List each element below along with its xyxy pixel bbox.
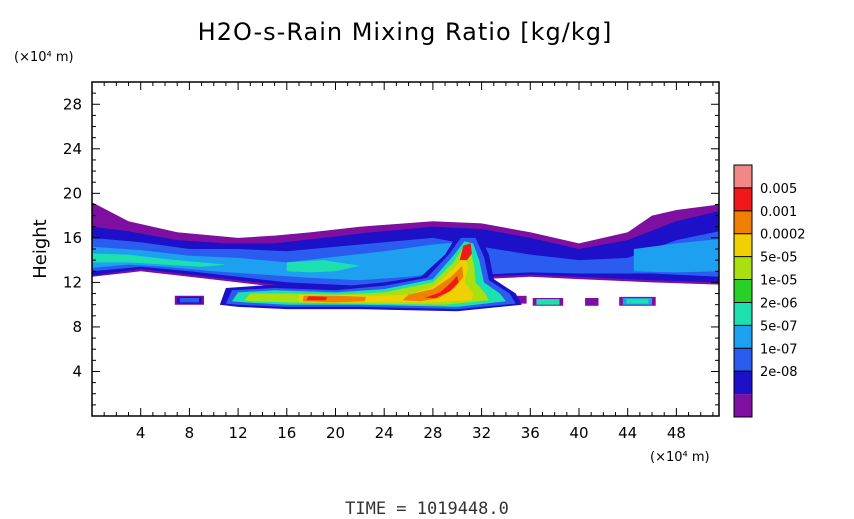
x-unit-label: (×10⁴ m)	[650, 450, 710, 465]
y-tick-label: 20	[63, 184, 82, 202]
contour-region	[286, 260, 360, 273]
x-tick-label: 12	[229, 424, 248, 442]
colorbar-label: 0.005	[760, 182, 797, 197]
colorbar-swatch	[734, 394, 752, 417]
contour-region	[306, 296, 327, 301]
colorbar: 0.005 0.001 0.0002 5e-05 1e-05 2e-06 5e-07 1e-0…	[733, 164, 806, 418]
x-tick-label: 44	[618, 424, 637, 442]
colorbar-swatch	[734, 210, 752, 234]
contour-region	[424, 275, 459, 298]
x-tick-label: 32	[472, 424, 491, 442]
y-tick-label: 8	[72, 318, 82, 336]
chart-title: H2O-s-Rain Mixing Ratio [kg/kg]	[198, 18, 613, 46]
colorbar-label: 0.001	[760, 205, 797, 220]
x-tick-label: 24	[375, 424, 394, 442]
colorbar-label: 1e-05	[760, 274, 798, 289]
colorbar-frame	[733, 164, 753, 418]
colorbar-swatch	[734, 187, 752, 211]
contour-region	[179, 298, 200, 303]
colorbar-label: 0.0002	[760, 228, 806, 243]
colorbar-swatch	[734, 233, 752, 257]
y-axis-label: Height	[30, 219, 51, 279]
colorbar-label: 5e-07	[760, 319, 798, 334]
contour-fill	[92, 202, 719, 312]
x-tick-label: 28	[423, 424, 442, 442]
time-label: TIME = 1019448.0	[345, 499, 509, 519]
y-tick-label: 4	[72, 362, 82, 380]
y-tick-label: 16	[63, 229, 82, 247]
x-tick-label: 16	[277, 424, 296, 442]
contour-region	[459, 243, 472, 261]
contour-region	[92, 241, 482, 281]
colorbar-swatch	[734, 165, 752, 188]
x-tick-label: 36	[521, 424, 540, 442]
colorbar-label: 5e-05	[760, 251, 798, 266]
x-tick-label: 40	[569, 424, 588, 442]
contour-region	[536, 299, 560, 305]
colorbar-label: 1e-07	[760, 342, 798, 357]
y-tick-label: 12	[63, 273, 82, 291]
contour-region	[585, 298, 599, 306]
x-axis: 4 8 12 16 20 24 28 32 36 40 44 48	[103, 82, 714, 442]
y-tick-label: 24	[63, 140, 82, 158]
colorbar-swatch	[734, 371, 752, 395]
colorbar-label: 2e-06	[760, 296, 798, 311]
y-tick-label: 28	[63, 95, 82, 113]
colorbar-label: 2e-08	[760, 365, 798, 380]
contour-region	[92, 253, 226, 267]
colorbar-swatch	[734, 302, 752, 326]
y-unit-label: (×10⁴ m)	[14, 50, 74, 65]
x-tick-label: 8	[185, 424, 195, 442]
colorbar-swatch	[734, 256, 752, 280]
colorbar-swatch	[734, 279, 752, 303]
y-axis: 4 8 12 16 20 24 28	[63, 92, 719, 406]
contour-region	[626, 299, 649, 304]
contour-region	[633, 239, 719, 273]
x-tick-label: 4	[136, 424, 146, 442]
x-tick-label: 20	[326, 424, 345, 442]
x-tick-label: 48	[667, 424, 686, 442]
colorbar-swatch	[734, 325, 752, 349]
colorbar-swatch	[734, 348, 752, 372]
